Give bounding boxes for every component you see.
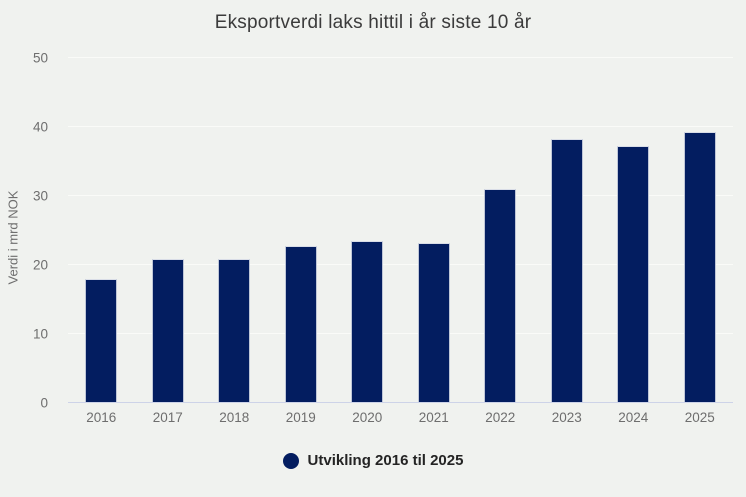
x-tick-2016: 2016: [86, 410, 117, 425]
x-tick-2022: 2022: [485, 410, 516, 425]
bar-2021: [417, 242, 450, 403]
x-tick-2025: 2025: [684, 410, 715, 425]
x-tick-2018: 2018: [219, 410, 250, 425]
bar-slot-2022: [467, 58, 534, 403]
bar-slot-2024: [600, 58, 667, 403]
bar-2016: [85, 278, 118, 403]
legend-label: Utvikling 2016 til 2025: [307, 452, 464, 469]
bars-row: [68, 58, 733, 403]
bar-2022: [484, 189, 517, 403]
bar-2025: [683, 131, 716, 403]
bar-slot-2019: [268, 58, 335, 403]
bar-slot-2020: [334, 58, 401, 403]
bar-slot-2023: [534, 58, 601, 403]
bar-2019: [284, 245, 317, 403]
x-tick-2020: 2020: [352, 410, 383, 425]
gridline-30: [68, 195, 733, 196]
bar-2020: [351, 240, 384, 403]
bar-slot-2025: [667, 58, 734, 403]
plot-area: [68, 57, 733, 403]
bar-2024: [617, 145, 650, 403]
x-tick-2021: 2021: [418, 410, 449, 425]
chart-title: Eksportverdi laks hittil i år siste 10 å…: [214, 12, 532, 33]
y-tick-20: 20: [32, 257, 48, 273]
gridline-10: [68, 333, 733, 334]
bar-slot-2018: [201, 58, 268, 403]
legend-circle-marker: [282, 452, 299, 469]
gridline-40: [68, 126, 733, 127]
x-tick-2024: 2024: [618, 410, 649, 425]
x-tick-2019: 2019: [285, 410, 316, 425]
bar-slot-2017: [135, 58, 202, 403]
bar-slot-2016: [68, 58, 135, 403]
x-tick-2023: 2023: [551, 410, 582, 425]
x-axis-line: [68, 402, 733, 403]
bar-2017: [151, 259, 184, 403]
y-tick-10: 10: [32, 326, 48, 342]
gridline-50: [68, 57, 733, 58]
x-axis-tick-labels: 2016 2017 2018 2019 2020 2021 2022 2023 2024 2025: [68, 410, 733, 425]
bar-2023: [550, 139, 583, 403]
legend: Utvikling 2016 til 2025: [0, 452, 746, 469]
bar-slot-2021: [401, 58, 468, 403]
bar-2018: [218, 259, 251, 403]
x-tick-2017: 2017: [152, 410, 183, 425]
y-axis-tick-labels: 0 10 20 30 40 50: [0, 0, 58, 497]
y-tick-50: 50: [32, 50, 48, 66]
y-tick-0: 0: [40, 395, 48, 411]
y-tick-30: 30: [32, 188, 48, 204]
y-tick-40: 40: [32, 119, 48, 135]
gridline-20: [68, 264, 733, 265]
